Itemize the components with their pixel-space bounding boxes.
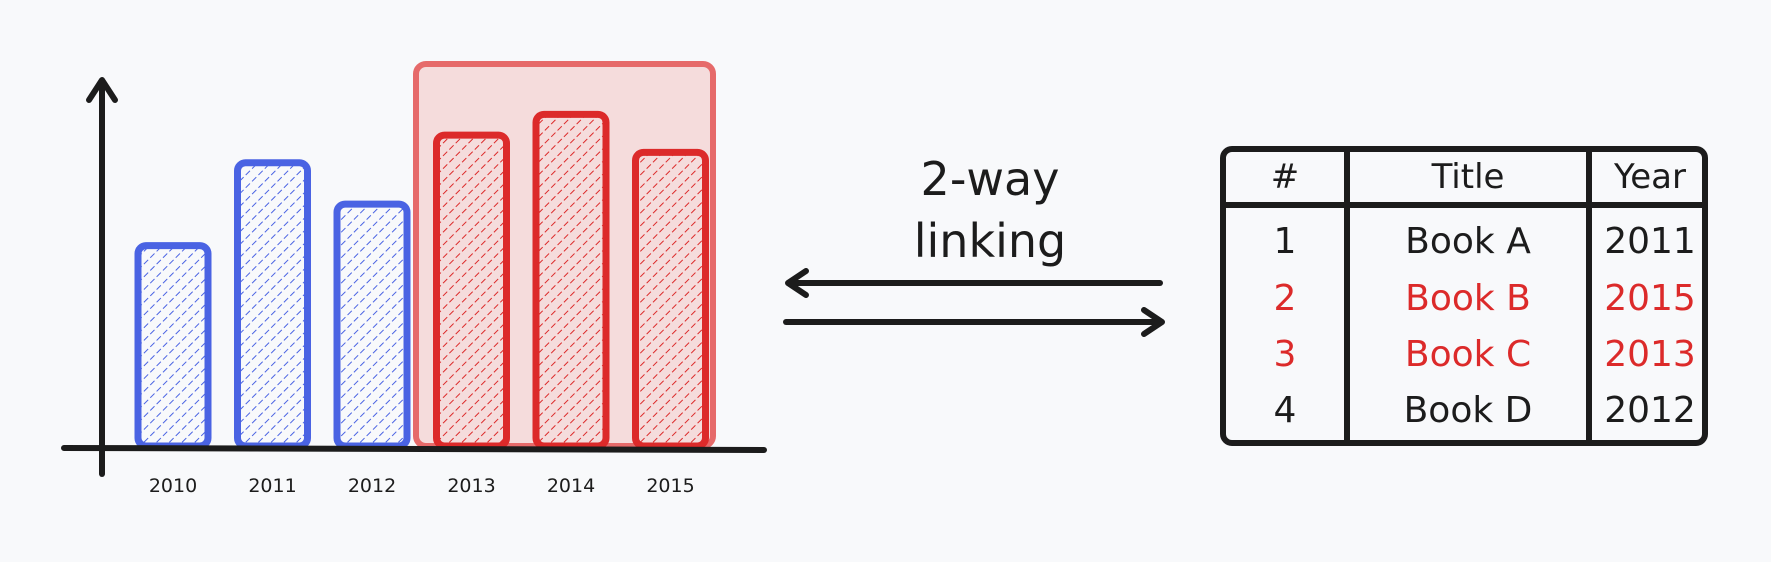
column-divider [1586, 152, 1592, 440]
row-1-year: 2011 [1604, 221, 1696, 262]
right-arrow-icon [1141, 307, 1165, 337]
header-divider [1226, 202, 1702, 208]
row-3-num: 3 [1273, 334, 1297, 375]
data-table: # Title Year 1 Book A 2011 2 Book B 2015… [1220, 146, 1708, 446]
row-4-year: 2012 [1604, 390, 1696, 431]
x-tick-label: 2012 [348, 475, 396, 497]
column-divider [1344, 152, 1350, 440]
x-tick-label: 2013 [447, 475, 495, 497]
x-axis [61, 445, 767, 453]
row-4-num: 4 [1273, 390, 1297, 431]
header-title: Title [1431, 157, 1505, 197]
y-axis-arrowhead [86, 77, 118, 103]
row-3-year: 2013 [1604, 334, 1696, 375]
bar-2013[interactable] [433, 131, 510, 450]
x-tick-label: 2010 [149, 475, 197, 497]
x-tick-label: 2011 [248, 475, 296, 497]
link-label: 2-way linking [880, 148, 1100, 272]
row-1-num: 1 [1273, 221, 1297, 262]
bar-2011[interactable] [234, 159, 311, 450]
header-year: Year [1614, 157, 1686, 197]
row-2-num: 2 [1273, 278, 1297, 319]
bar-2014[interactable] [532, 110, 610, 450]
row-2-year: 2015 [1604, 278, 1696, 319]
x-tick-label: 2014 [547, 475, 595, 497]
x-tick-label: 2015 [646, 475, 694, 497]
row-3-title: Book C [1404, 334, 1532, 375]
row-1-title: Book A [1405, 221, 1531, 262]
left-arrow-icon [785, 268, 809, 298]
bar-2015[interactable] [632, 148, 709, 450]
link-label-line-1: 2-way [920, 152, 1060, 206]
row-4-title: Book D [1403, 390, 1533, 431]
link-label-line-2: linking [913, 214, 1067, 268]
bar-2010[interactable] [134, 242, 212, 450]
row-2-title: Book B [1405, 278, 1531, 319]
header-num: # [1270, 157, 1300, 197]
bar-2012[interactable] [333, 200, 411, 450]
